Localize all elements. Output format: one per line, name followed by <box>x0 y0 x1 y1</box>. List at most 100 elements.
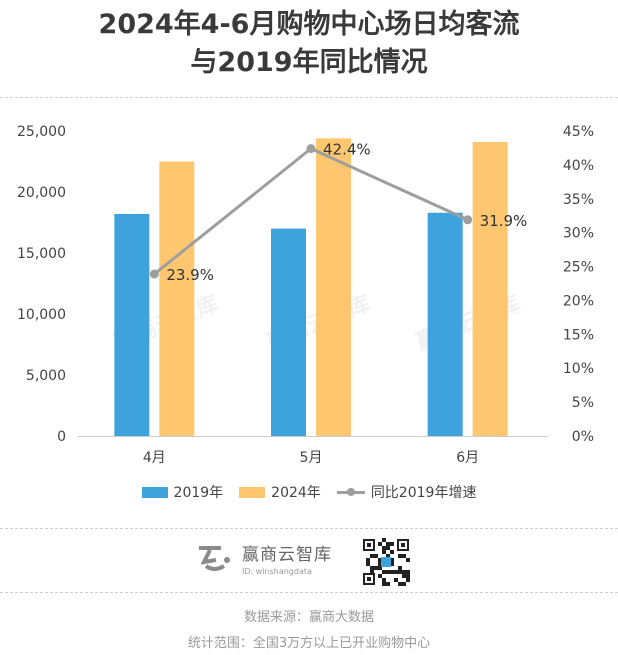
legend-item-2019: 2019年 <box>141 482 224 502</box>
qr-module <box>390 562 394 566</box>
qr-module <box>366 562 370 566</box>
brand-id: ID: winshangdata <box>242 567 312 576</box>
qr-module <box>402 582 406 586</box>
right-tick-label: 45% <box>563 124 594 140</box>
qr-module <box>386 582 390 586</box>
category-label: 4月 <box>143 450 166 466</box>
chart-title-line-1: 2024年4-6月购物中心场日均客流 <box>98 9 520 40</box>
bottom-divider <box>0 592 618 593</box>
qr-module <box>382 550 386 554</box>
legend-item-2024: 2024年 <box>239 482 321 502</box>
qr-finder-core <box>367 543 371 547</box>
qr-module <box>402 574 406 578</box>
growth-point-label: 42.4% <box>323 141 371 159</box>
qr-module <box>378 558 382 562</box>
qr-module <box>398 554 402 558</box>
qr-module <box>390 542 394 546</box>
legend: 2019年 2024年 同比2019年增速 <box>0 482 618 502</box>
qr-module <box>398 570 402 574</box>
left-tick-label: 0 <box>57 429 66 445</box>
qr-module <box>402 570 406 574</box>
bar-2024年-5月 <box>316 138 351 436</box>
right-tick-label: 10% <box>563 361 594 377</box>
legend-item-growth: 同比2019年增速 <box>336 482 477 502</box>
qr-module <box>398 566 402 570</box>
left-tick-label: 20,000 <box>17 185 66 201</box>
qr-module <box>382 582 386 586</box>
right-tick-label: 40% <box>563 158 594 174</box>
qr-center-logo <box>381 557 391 567</box>
legend-label-2024: 2024年 <box>271 485 321 501</box>
qr-module <box>378 574 382 578</box>
qr-module <box>390 558 394 562</box>
qr-module <box>406 558 410 562</box>
brand-logo-icon <box>196 540 232 576</box>
qr-module <box>378 566 382 570</box>
right-tick-label: 35% <box>563 192 594 208</box>
qr-module <box>406 574 410 578</box>
category-label: 6月 <box>456 450 479 466</box>
qr-module <box>378 562 382 566</box>
chart-title: 2024年4-6月购物中心场日均客流 与2019年同比情况 <box>0 6 618 82</box>
bar-2024年-4月 <box>159 161 195 436</box>
top-divider <box>0 97 618 98</box>
qr-module <box>374 554 378 558</box>
legend-label-growth: 同比2019年增速 <box>370 485 477 501</box>
qr-module <box>394 570 398 574</box>
right-tick-label: 25% <box>563 260 594 276</box>
data-source: 数据来源：赢商大数据 <box>243 610 374 625</box>
category-label: 5月 <box>300 450 323 466</box>
qr-finder-core <box>367 577 371 581</box>
growth-point-6月 <box>463 215 473 225</box>
bar-2019年-6月 <box>427 212 463 436</box>
brand-name: 赢商云智库 <box>242 545 332 565</box>
qr-module <box>386 554 390 558</box>
growth-line <box>153 146 469 276</box>
middle-divider <box>0 528 618 529</box>
qr-module <box>366 558 370 562</box>
combo-chart: 赢商云智库赢商云智库赢商云智库 05,00010,00015,00020,000… <box>17 124 594 466</box>
right-tick-label: 20% <box>563 293 594 309</box>
qr-module <box>374 566 378 570</box>
qr-module <box>406 578 410 582</box>
qr-module <box>382 538 386 542</box>
qr-module <box>398 582 402 586</box>
bar-2019年-4月 <box>114 213 150 436</box>
bar-2019年-5月 <box>271 228 306 436</box>
right-tick-label: 0% <box>572 429 594 445</box>
legend-swatch-2019 <box>141 486 168 498</box>
qr-module <box>386 546 390 550</box>
growth-point-label: 23.9% <box>166 266 214 284</box>
qr-module <box>382 578 386 582</box>
qr-finder-core <box>401 543 405 547</box>
left-tick-label: 10,000 <box>17 307 66 323</box>
qr-module <box>390 570 394 574</box>
qr-module <box>386 570 390 574</box>
qr-code-icon <box>362 538 410 586</box>
left-tick-label: 15,000 <box>17 246 66 262</box>
growth-point-4月 <box>149 269 159 279</box>
qr-module <box>382 570 386 574</box>
chart-title-line-2: 与2019年同比情况 <box>190 47 428 78</box>
right-tick-label: 30% <box>563 226 594 242</box>
growth-point-label: 31.9% <box>480 212 528 230</box>
qr-module <box>378 542 382 546</box>
qr-module <box>402 554 406 558</box>
right-tick-label: 15% <box>563 327 594 343</box>
legend-swatch-2024 <box>239 486 266 498</box>
legend-swatch-growth <box>336 486 365 498</box>
qr-module <box>370 570 374 574</box>
qr-module <box>370 554 374 558</box>
qr-module <box>370 566 374 570</box>
left-tick-label: 5,000 <box>26 368 66 384</box>
qr-module <box>382 546 386 550</box>
qr-module <box>386 542 390 546</box>
brand-block: 赢商云智库 ID: winshangdata <box>196 540 332 576</box>
stat-scope: 统计范围：全国3万方以上已开业购物中心 <box>187 636 431 651</box>
qr-module <box>390 550 394 554</box>
right-tick-label: 5% <box>572 395 594 411</box>
growth-point-5月 <box>306 144 316 154</box>
left-tick-label: 25,000 <box>17 124 66 140</box>
legend-label-2019: 2019年 <box>173 485 224 501</box>
qr-module <box>406 570 410 574</box>
